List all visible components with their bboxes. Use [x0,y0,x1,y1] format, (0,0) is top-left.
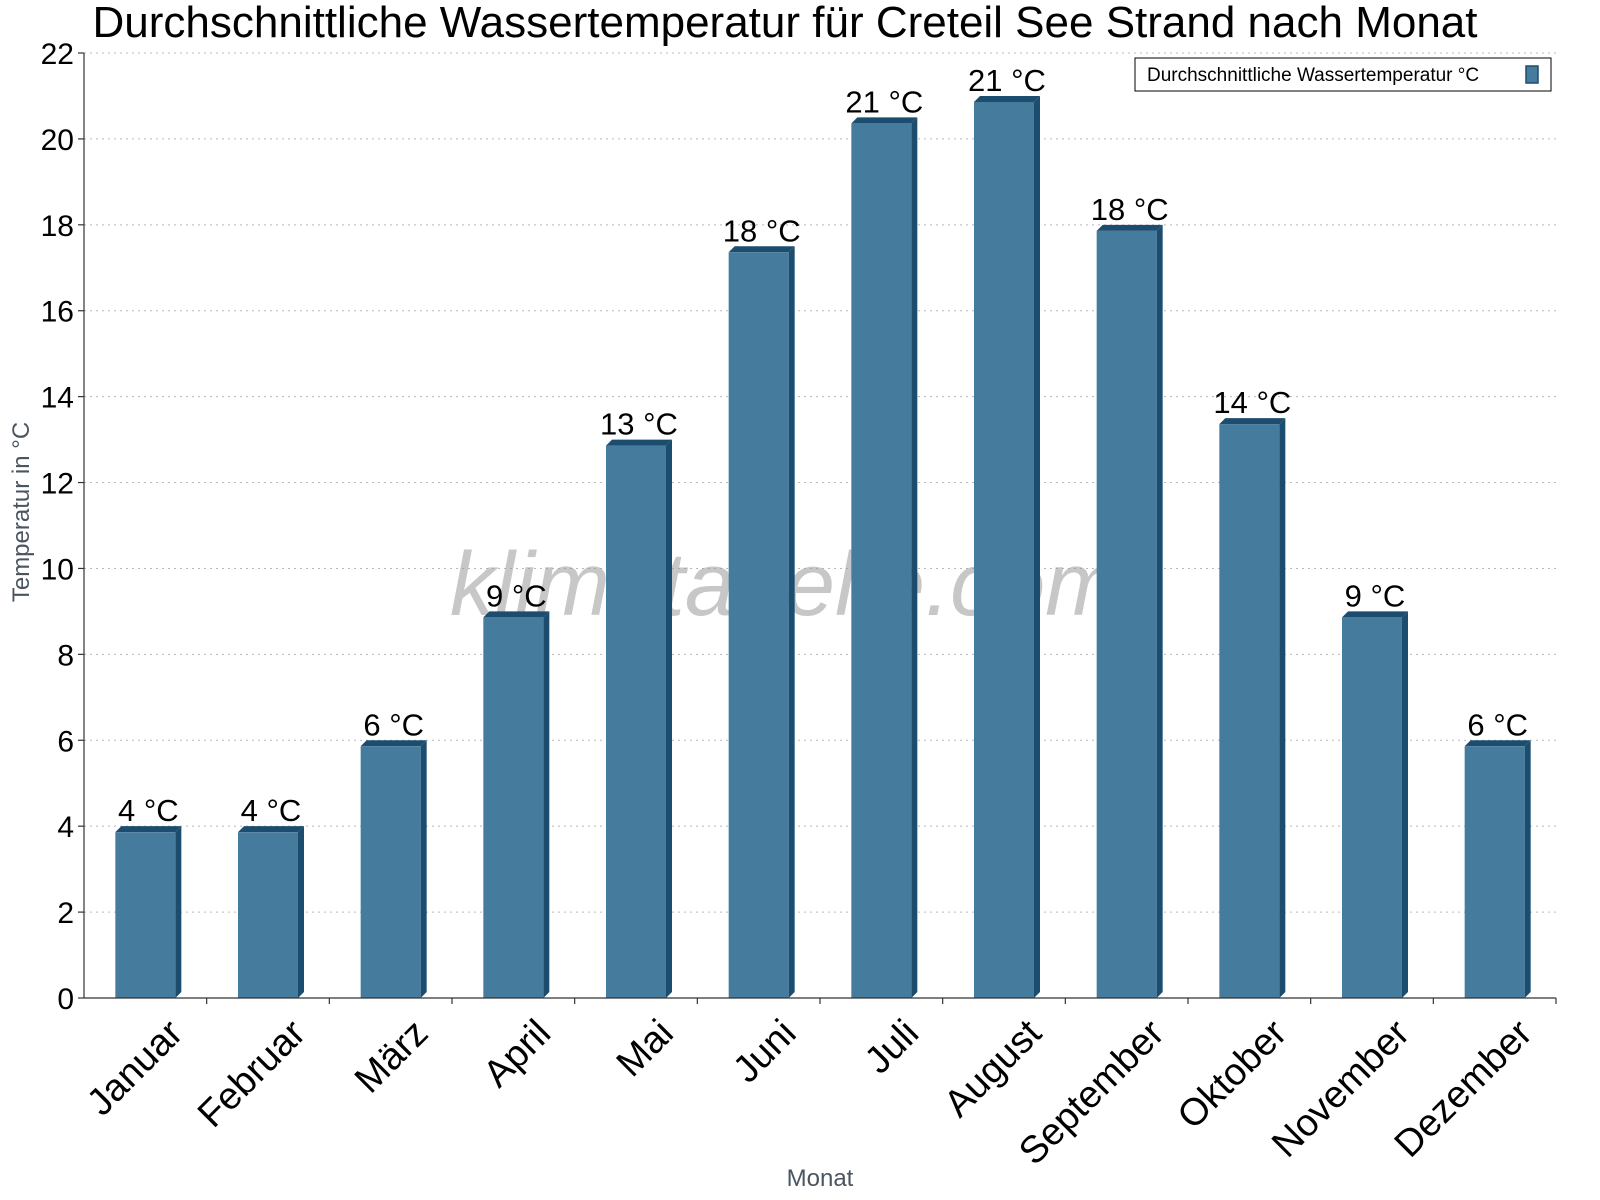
bar [1219,424,1280,998]
legend-box [1134,57,1552,92]
legend: Durchschnittliche Wassertemperatur °C [1134,57,1552,92]
data-label: 18 °C [723,213,801,248]
bar [483,617,544,998]
data-label: 21 °C [968,63,1046,98]
bar [115,832,176,998]
bar [1464,746,1525,998]
bar [1342,617,1402,998]
bar-side [1279,418,1286,998]
data-label: 9 °C [1345,578,1406,613]
y-tick-label: 14 [41,382,74,415]
bar-side [1156,224,1163,998]
bar-side [666,439,672,998]
bar [360,746,421,998]
bar [974,101,1034,999]
bar [238,832,298,998]
bar-side [175,826,182,998]
legend-swatch [1525,65,1539,84]
x-tick-label: Januar [79,1012,191,1124]
bar-top [1096,224,1163,231]
chart-title: Durchschnittliche Wassertemperatur für C… [93,0,1478,47]
x-tick-label: März [347,1012,436,1101]
bar-side [788,246,795,998]
x-tick-label: Oktober [1170,1012,1296,1138]
data-label: 6 °C [1467,707,1528,742]
bar-top [974,95,1040,102]
bar-top [483,611,550,618]
data-label: 6 °C [363,707,424,742]
bar-top [851,117,918,124]
axes [78,52,1557,1004]
y-tick-label: 2 [57,897,74,930]
grid-lines [84,52,1556,913]
bar-side [1034,95,1040,999]
legend-entry-label: Durchschnittliche Wassertemperatur °C [1147,65,1479,86]
data-labels: 4 °C 4 °C 6 °C 9 °C 13 °C 18 °C 21 °C 21 °C 18 °… [118,63,1528,828]
y-tick-labels: 0 2 4 6 8 10 12 14 16 18 20 22 [41,38,74,1016]
bar [851,123,912,998]
bar [606,445,666,998]
x-tick-label: Juli [857,1012,927,1082]
bar-side [1524,740,1531,998]
bar-side [911,117,918,998]
bar-top [1464,740,1531,747]
x-axis-label: Monat [787,1165,854,1192]
data-label: 21 °C [845,84,923,119]
data-label: 9 °C [486,578,547,613]
bar [728,252,789,998]
bar-top [1219,418,1286,425]
y-tick-label: 18 [41,210,74,243]
y-tick-label: 10 [41,553,74,586]
bar-side [420,740,427,998]
data-label: 13 °C [600,407,678,442]
y-tick-label: 20 [41,124,74,157]
x-tick-label: Mai [609,1012,682,1085]
y-axis-label: Temperatur in °C [8,422,35,602]
x-tick-label: April [476,1012,559,1095]
y-tick-label: 12 [41,468,74,501]
bar-top [728,246,795,253]
bar-top [238,826,304,833]
y-tick-label: 8 [57,639,74,672]
y-tick-label: 22 [41,38,74,71]
x-tick-label: Februar [190,1012,314,1136]
y-tick-label: 0 [57,983,74,1016]
bar-side [1402,611,1408,998]
y-tick-label: 4 [57,811,74,844]
bar-top [1342,611,1408,618]
bar-top [115,826,182,833]
y-tick-label: 16 [41,296,74,329]
data-label: 4 °C [241,793,302,828]
bar-top [606,439,672,446]
y-tick-label: 6 [57,725,74,758]
data-label: 4 °C [118,793,179,828]
data-label: 18 °C [1091,192,1169,227]
bar [1096,230,1157,998]
bar-side [298,826,304,998]
bar-side [543,611,550,998]
x-tick-label: August [936,1012,1050,1126]
x-tick-label: Juni [725,1012,804,1091]
bars [115,95,1531,999]
data-label: 14 °C [1213,385,1291,420]
bar-top [360,740,427,747]
